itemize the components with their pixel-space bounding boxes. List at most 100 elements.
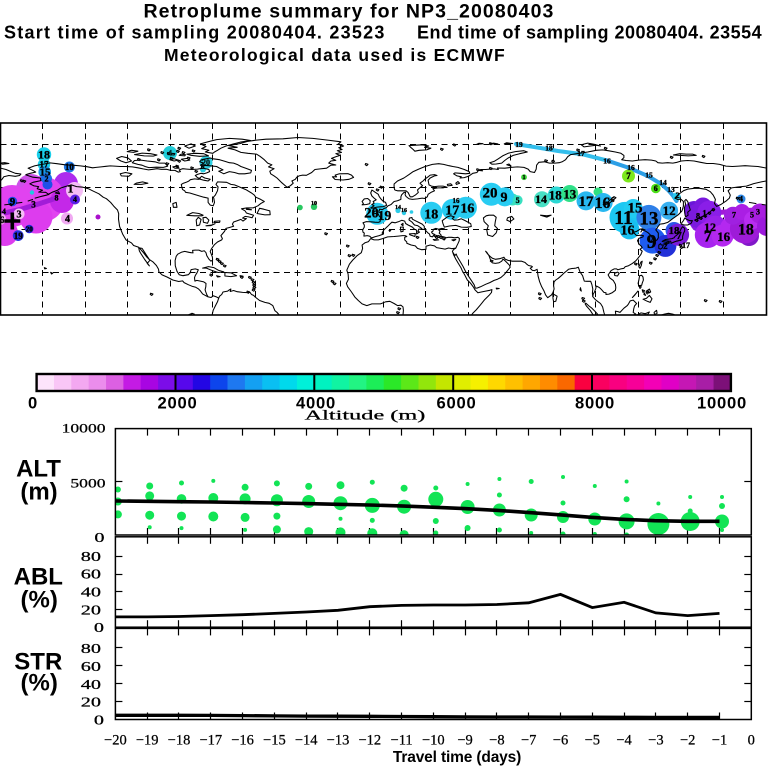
svg-text:18: 18 (738, 221, 754, 238)
svg-text:40: 40 (81, 677, 101, 692)
svg-text:11: 11 (614, 208, 632, 229)
svg-text:60: 60 (81, 567, 101, 582)
svg-text:−13: −13 (327, 733, 350, 749)
svg-text:−7: −7 (521, 733, 536, 749)
svg-text:−10: −10 (422, 733, 445, 749)
svg-text:6: 6 (654, 184, 658, 193)
svg-text:Retroplume summary for NP3_200: Retroplume summary for NP3_20080403 (144, 1, 555, 23)
svg-text:18: 18 (424, 207, 438, 222)
svg-text:16: 16 (595, 195, 611, 212)
svg-text:16: 16 (401, 208, 407, 214)
svg-text:8: 8 (696, 212, 700, 221)
svg-text:18: 18 (38, 148, 50, 162)
svg-text:2: 2 (676, 191, 680, 200)
svg-text:0: 0 (94, 620, 104, 635)
svg-text:Travel time (days): Travel time (days) (393, 749, 521, 766)
svg-text:12: 12 (704, 220, 716, 234)
svg-text:20: 20 (202, 158, 210, 167)
svg-text:10: 10 (65, 162, 75, 172)
svg-text:Start time of sampling 2008040: Start time of sampling 20080404. 23523 (4, 23, 386, 43)
svg-text:18: 18 (549, 187, 563, 202)
svg-text:14: 14 (395, 205, 401, 211)
svg-text:3: 3 (17, 209, 22, 220)
svg-text:−8: −8 (489, 733, 504, 749)
svg-text:−19: −19 (136, 733, 159, 749)
svg-text:17: 17 (577, 149, 585, 158)
svg-text:40: 40 (81, 585, 101, 600)
svg-text:End time of sampling 20080404.: End time of sampling 20080404. 23554 (417, 23, 762, 43)
svg-text:10000: 10000 (697, 394, 747, 413)
svg-text:−5: −5 (585, 733, 600, 749)
svg-text:15: 15 (40, 167, 52, 179)
svg-text:−15: −15 (263, 733, 286, 749)
svg-text:−2: −2 (680, 733, 695, 749)
svg-text:7: 7 (626, 171, 631, 181)
svg-text:2: 2 (663, 241, 668, 251)
svg-text:20: 20 (81, 695, 101, 710)
svg-text:2000: 2000 (157, 394, 197, 413)
svg-text:−1: −1 (712, 733, 727, 749)
svg-text:8: 8 (55, 194, 59, 203)
svg-text:7: 7 (704, 228, 712, 245)
svg-text:ABL: ABL (14, 564, 63, 591)
svg-text:16: 16 (460, 202, 474, 217)
svg-text:10: 10 (311, 201, 317, 207)
svg-text:−3: −3 (648, 733, 663, 749)
svg-text:−20: −20 (104, 733, 127, 749)
svg-text:4: 4 (2, 207, 6, 216)
svg-text:STR: STR (14, 649, 62, 676)
svg-text:(%): (%) (21, 670, 58, 697)
svg-text:4: 4 (739, 195, 743, 204)
svg-text:4: 4 (65, 214, 70, 225)
svg-text:10000: 10000 (62, 422, 106, 436)
svg-text:0: 0 (94, 530, 104, 545)
svg-text:9: 9 (501, 190, 508, 205)
svg-text:15: 15 (645, 171, 653, 180)
svg-text:4: 4 (73, 195, 77, 204)
svg-text:1: 1 (702, 209, 707, 219)
svg-text:7: 7 (732, 211, 736, 220)
svg-text:(%): (%) (21, 586, 58, 613)
svg-text:0: 0 (94, 713, 104, 728)
svg-text:9: 9 (10, 196, 16, 208)
svg-text:−14: −14 (295, 733, 318, 749)
svg-text:0: 0 (748, 733, 755, 749)
svg-text:−17: −17 (199, 733, 222, 749)
svg-text:19: 19 (515, 140, 523, 149)
svg-text:19: 19 (14, 231, 24, 241)
svg-text:80: 80 (81, 549, 101, 564)
svg-text:6: 6 (611, 196, 615, 204)
svg-text:5: 5 (516, 196, 520, 205)
svg-text:19: 19 (378, 208, 392, 223)
svg-text:1: 1 (68, 182, 74, 196)
svg-text:80: 80 (81, 641, 101, 656)
svg-text:2: 2 (45, 175, 49, 184)
svg-text:6: 6 (0, 215, 5, 225)
svg-text:17: 17 (579, 194, 595, 210)
svg-text:−4: −4 (616, 733, 632, 749)
svg-text:17: 17 (40, 160, 50, 170)
svg-text:−16: −16 (231, 733, 254, 749)
svg-text:16: 16 (621, 223, 635, 238)
svg-text:17: 17 (445, 203, 459, 218)
svg-text:7: 7 (676, 230, 682, 242)
svg-text:1: 1 (523, 175, 526, 181)
svg-text:20: 20 (364, 205, 379, 221)
svg-text:12: 12 (663, 203, 676, 218)
svg-text:16: 16 (453, 197, 461, 205)
svg-text:16: 16 (717, 229, 731, 244)
svg-text:13: 13 (639, 209, 658, 230)
svg-text:−18: −18 (168, 733, 191, 749)
svg-text:−11: −11 (391, 733, 413, 749)
svg-text:15: 15 (628, 201, 643, 217)
svg-text:20: 20 (483, 186, 498, 202)
svg-text:4: 4 (168, 149, 172, 158)
svg-text:3: 3 (31, 200, 36, 210)
svg-text:13: 13 (563, 186, 577, 201)
svg-text:60: 60 (81, 659, 101, 674)
svg-text:Meteorological data used is EC: Meteorological data used is ECMWF (164, 45, 506, 65)
svg-text:14: 14 (535, 192, 547, 206)
svg-text:(m): (m) (20, 479, 57, 506)
svg-text:Altitude (m): Altitude (m) (305, 408, 426, 423)
svg-text:−12: −12 (358, 733, 381, 749)
